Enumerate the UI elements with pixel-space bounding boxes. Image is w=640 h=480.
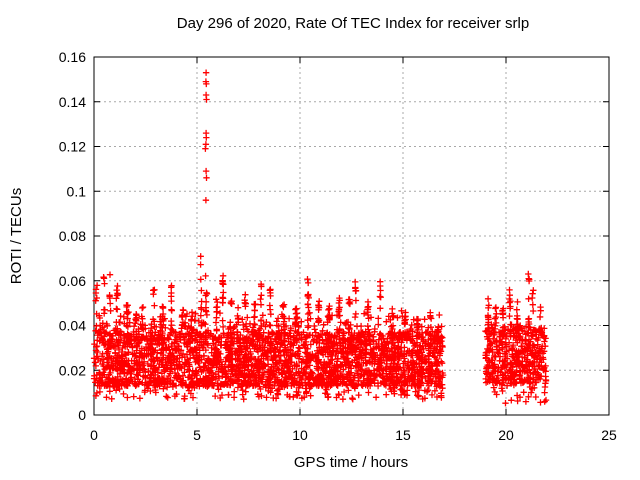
y-tick-label: 0.16 [59,49,86,65]
y-tick-label: 0.02 [59,362,86,378]
x-tick-label: 20 [498,427,514,443]
y-axis-label: ROTI / TECUs [8,188,25,284]
y-tick-label: 0.04 [59,318,86,334]
data-points [90,69,550,407]
y-tick-label: 0.08 [59,228,86,244]
y-tick-label: 0.14 [59,94,86,110]
y-tick-label: 0 [78,407,86,423]
chart-title: Day 296 of 2020, Rate Of TEC Index for r… [177,15,529,32]
tick-labels: 0 5 10 15 20 25 0 0.02 0.04 0.06 0.08 0.1 0.12 0.14 0.… [59,49,617,443]
x-axis-label: GPS time / hours [294,454,408,471]
y-tick-label: 0.06 [59,273,86,289]
x-tick-label: 5 [193,427,201,443]
x-tick-label: 25 [601,427,617,443]
roti-scatter-series [90,69,550,407]
x-tick-label: 15 [395,427,411,443]
x-tick-label: 10 [292,427,308,443]
y-tick-label: 0.1 [67,183,87,199]
y-tick-label: 0.12 [59,139,86,155]
x-tick-label: 0 [90,427,98,443]
